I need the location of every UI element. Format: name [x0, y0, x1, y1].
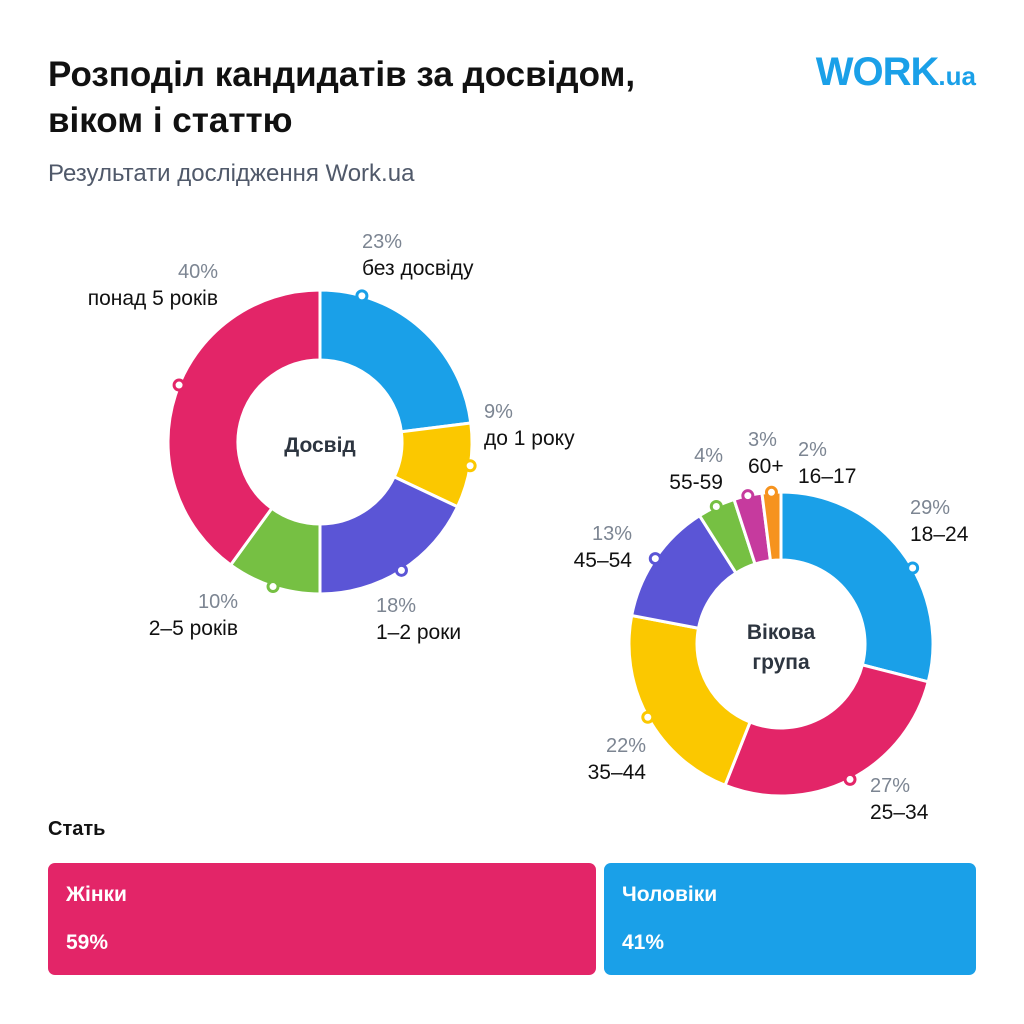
- age-donut-chart: 29% 18–24 27% 25–34 22% 35–44 13% 45–54 4% 55-59 3…: [574, 429, 969, 824]
- experience-slice-0: [318, 288, 473, 434]
- age-pct-55-59: 4%: [694, 445, 723, 467]
- age-marker-5: [741, 489, 755, 503]
- experience-donut-chart: 23% без досвіду 9% до 1 року 18% 1–2 роки 10% 2…: [88, 231, 575, 644]
- age-slice-0: [779, 490, 935, 684]
- gender-bar-men: Чоловіки 41%: [604, 863, 976, 975]
- age-slice-1: [723, 663, 930, 798]
- age-marker-3: [648, 552, 662, 566]
- age-center-label-line-2: група: [752, 651, 810, 674]
- age-marker-4: [709, 499, 723, 513]
- gender-men-label: Чоловіки: [622, 883, 718, 906]
- gender-women-label: Жінки: [66, 883, 127, 906]
- gender-women-value: 59%: [66, 931, 109, 954]
- experience-pct-2-5: 10%: [198, 591, 238, 613]
- experience-label-5: понад 5 років: [88, 287, 218, 310]
- age-pct-60: 3%: [748, 429, 777, 451]
- experience-slice-4: [166, 288, 322, 567]
- experience-marker-0: [355, 289, 369, 303]
- subtitle: Результати дослідження Work.ua: [48, 160, 415, 187]
- experience-marker-3: [266, 580, 280, 594]
- experience-label-1-2: 1–2 роки: [376, 621, 461, 644]
- experience-pct-x: 23%: [362, 231, 402, 253]
- title-line-1: Розподіл кандидатів за досвідом,: [48, 55, 636, 94]
- experience-marker-1: [463, 459, 477, 473]
- work-ua-logo: WORK.ua: [816, 50, 976, 95]
- age-marker-1: [843, 772, 857, 786]
- age-pct-45-54: 13%: [592, 523, 632, 545]
- experience-label-1: до 1 року: [484, 427, 575, 450]
- experience-marker-4: [172, 378, 186, 392]
- age-center-label-line-1: Вікова: [747, 621, 816, 644]
- age-pct-18-24: 29%: [910, 497, 950, 519]
- age-label-60: 60+: [748, 455, 784, 478]
- age-pct-25-34: 27%: [870, 775, 910, 797]
- logo-main: WORK: [815, 50, 940, 94]
- age-label-35-44: 35–44: [588, 761, 647, 784]
- gender-men-value: 41%: [622, 931, 665, 954]
- experience-label-x: без досвіду: [362, 257, 474, 280]
- gender-section-label: Стать: [48, 818, 106, 840]
- age-label-25-34: 25–34: [870, 801, 929, 824]
- age-label-55-59: 55-59: [669, 471, 723, 494]
- age-slice-2: [627, 614, 752, 787]
- age-label-45-54: 45–54: [574, 549, 633, 572]
- experience-pct-1: 9%: [484, 401, 513, 423]
- experience-pct-1-2: 18%: [376, 595, 416, 617]
- logo-suffix: .ua: [938, 61, 976, 91]
- gender-bar-women: Жінки 59%: [48, 863, 596, 975]
- page-title: Розподіл кандидатів за досвідом, віком і…: [48, 52, 768, 144]
- experience-center-label: Досвід: [284, 434, 356, 457]
- age-pct-16-17: 2%: [798, 439, 827, 461]
- experience-marker-2: [394, 563, 408, 577]
- age-marker-6: [764, 485, 778, 499]
- title-line-2: віком і статтю: [48, 101, 293, 140]
- age-marker-0: [906, 561, 920, 575]
- age-label-18-24: 18–24: [910, 523, 969, 546]
- age-pct-35-44: 22%: [606, 735, 646, 757]
- age-label-16-17: 16–17: [798, 465, 856, 488]
- experience-pct-5: 40%: [178, 261, 218, 283]
- experience-label-2-5: 2–5 років: [149, 617, 238, 640]
- age-marker-2: [641, 710, 655, 724]
